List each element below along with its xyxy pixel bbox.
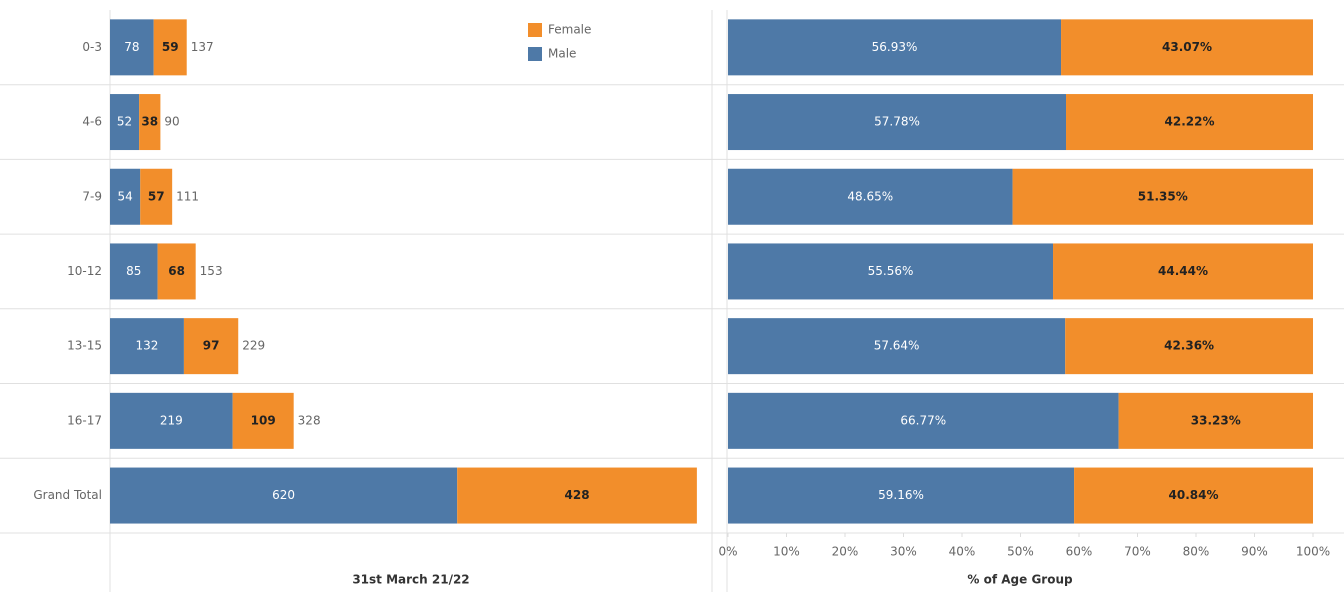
row-label: 13-15	[67, 339, 102, 353]
row-label: Grand Total	[33, 488, 102, 502]
row-label: 16-17	[67, 413, 102, 427]
total-label: 328	[298, 413, 321, 427]
legend-swatch	[528, 47, 542, 61]
data-label: 59.16%	[878, 488, 924, 502]
bar-segment	[110, 392, 233, 449]
data-label: 57.78%	[874, 115, 920, 129]
bar-segment	[728, 243, 1054, 300]
total-label: 229	[242, 339, 265, 353]
bar-segment	[140, 168, 173, 225]
data-label: 57.64%	[874, 339, 920, 353]
legend-swatch	[528, 23, 542, 37]
bar-segment	[728, 19, 1062, 76]
data-label: 42.22%	[1165, 115, 1215, 129]
x-tick-label: 40%	[949, 545, 976, 559]
x-tick-label: 60%	[1066, 545, 1093, 559]
x-tick-label: 50%	[1007, 545, 1034, 559]
bar-segment	[157, 243, 196, 300]
bar-segment	[728, 168, 1013, 225]
x-tick-label: 20%	[832, 545, 859, 559]
data-label: 219	[160, 413, 183, 427]
data-label: 109	[251, 413, 276, 427]
data-label: 51.35%	[1138, 189, 1188, 203]
bar-segment	[728, 392, 1119, 449]
data-label: 48.65%	[847, 189, 893, 203]
legend-label: Male	[548, 47, 576, 61]
data-label: 43.07%	[1162, 40, 1212, 54]
x-tick-label: 90%	[1241, 545, 1268, 559]
row-label: 7-9	[82, 189, 102, 203]
bar-segment	[728, 467, 1075, 524]
total-label: 90	[164, 115, 179, 129]
bar-segment	[139, 94, 161, 151]
bar-segment	[1118, 392, 1313, 449]
bar-segment	[110, 19, 154, 76]
row-label: 10-12	[67, 264, 102, 278]
x-tick-label: 80%	[1183, 545, 1210, 559]
bar-segment	[1012, 168, 1313, 225]
x-axis-title: 31st March 21/22	[352, 573, 469, 587]
bar-segment	[232, 392, 294, 449]
row-label: 4-6	[82, 115, 102, 129]
data-label: 68	[168, 264, 185, 278]
data-label: 59	[162, 40, 179, 54]
bar-segment	[110, 94, 140, 151]
data-label: 42.36%	[1164, 339, 1214, 353]
data-label: 85	[126, 264, 141, 278]
x-axis-title: % of Age Group	[967, 573, 1073, 587]
data-label: 54	[117, 189, 132, 203]
row-label: 0-3	[82, 40, 102, 54]
bar-segment	[728, 94, 1067, 151]
bar-segment	[153, 19, 187, 76]
data-label: 78	[124, 40, 139, 54]
bar-segment	[1074, 467, 1313, 524]
total-label: 111	[176, 189, 199, 203]
bar-segment	[110, 318, 184, 375]
data-label: 56.93%	[872, 40, 918, 54]
data-label: 40.84%	[1169, 488, 1219, 502]
x-tick-label: 0%	[718, 545, 737, 559]
total-label: 137	[191, 40, 214, 54]
data-label: 44.44%	[1158, 264, 1208, 278]
x-tick-label: 30%	[890, 545, 917, 559]
data-label: 33.23%	[1191, 413, 1241, 427]
bar-segment	[728, 318, 1066, 375]
data-label: 57	[148, 189, 165, 203]
bar-segment	[110, 467, 458, 524]
x-tick-label: 100%	[1296, 545, 1330, 559]
bar-segment	[1066, 94, 1313, 151]
data-label: 97	[203, 339, 220, 353]
data-label: 620	[272, 488, 295, 502]
data-label: 132	[136, 339, 159, 353]
bar-segment	[1053, 243, 1313, 300]
data-label: 38	[141, 115, 158, 129]
bar-segment	[183, 318, 239, 375]
data-label: 66.77%	[900, 413, 946, 427]
total-label: 153	[200, 264, 223, 278]
x-tick-label: 10%	[773, 545, 800, 559]
data-label: 428	[565, 488, 590, 502]
x-tick-label: 70%	[1124, 545, 1151, 559]
bar-segment	[110, 168, 141, 225]
data-label: 55.56%	[868, 264, 914, 278]
bar-segment	[1065, 318, 1313, 375]
bar-segment	[457, 467, 697, 524]
bar-segment	[110, 243, 158, 300]
bar-segment	[1061, 19, 1313, 76]
data-label: 52	[117, 115, 132, 129]
legend-label: Female	[548, 23, 591, 37]
